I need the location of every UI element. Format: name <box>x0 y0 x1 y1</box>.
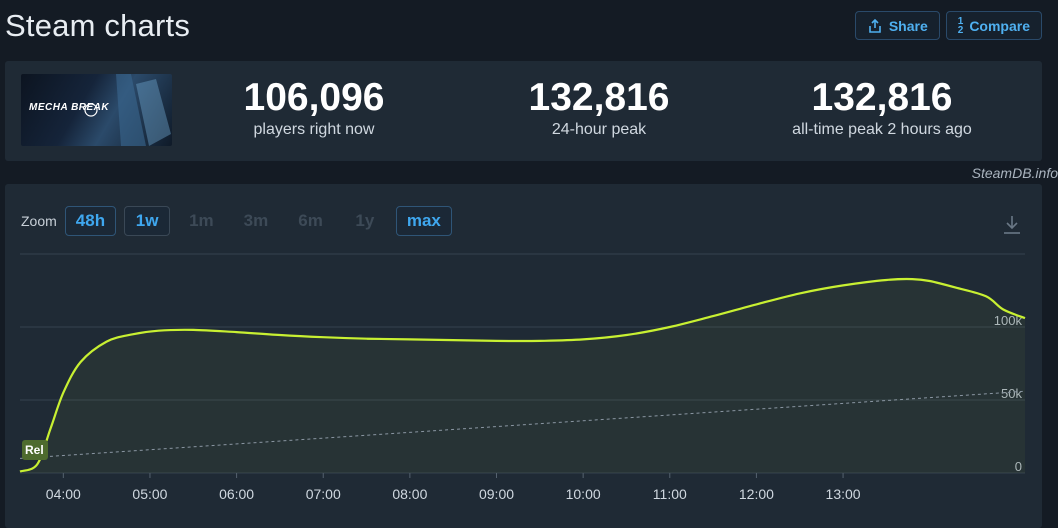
share-button[interactable]: Share <box>854 11 940 40</box>
player-count-chart[interactable]: 0 50k 100k 04:00 05:00 06:00 07:00 08:00 09:00 10… <box>5 184 1042 528</box>
zoom-48h-button[interactable]: 48h <box>64 206 117 236</box>
zoom-1m-button[interactable]: 1m <box>189 211 214 230</box>
series-line-players <box>19 277 1026 473</box>
game-art-image <box>84 74 171 146</box>
release-marker-label: Rel <box>25 443 44 457</box>
y-tick-label: 0 <box>1015 459 1022 474</box>
stat-value: 132,816 <box>528 76 670 119</box>
x-tick-label: 06:00 <box>219 486 254 502</box>
download-icon[interactable] <box>1002 214 1022 241</box>
chart-panel: Zoom 48h 1w 1m 3m 6m 1y max 0 50k 100k 04:0… <box>5 184 1042 528</box>
share-label: Share <box>888 17 928 34</box>
x-tick-label: 04:00 <box>46 486 81 502</box>
stat-current-players: 106,096 players right now <box>204 77 424 139</box>
x-tick-label: 07:00 <box>306 486 341 502</box>
stat-label: players right now <box>253 121 375 138</box>
game-logo: MECHA BREAK <box>29 102 110 113</box>
series-area <box>20 278 1025 473</box>
x-tick-label: 12:00 <box>739 486 774 502</box>
stat-value: 106,096 <box>243 76 385 119</box>
compare-label: Compare <box>969 17 1030 34</box>
x-tick-label: 09:00 <box>479 486 514 502</box>
page-title: Steam charts <box>5 8 191 43</box>
stat-all-time-peak: 132,816 all-time peak 2 hours ago <box>752 77 1012 139</box>
x-tick-label: 11:00 <box>653 486 687 502</box>
game-thumbnail[interactable]: MECHA BREAK <box>21 74 172 146</box>
stat-24h-peak: 132,816 24-hour peak <box>489 77 709 139</box>
stat-label: all-time peak 2 hours ago <box>792 121 972 138</box>
release-marker <box>22 440 48 460</box>
x-tick-label: 10:00 <box>566 486 601 502</box>
y-tick-label: 100k <box>994 313 1023 328</box>
steamdb-credit[interactable]: SteamDB.info <box>971 165 1058 181</box>
x-tick-label: 08:00 <box>392 486 427 502</box>
zoom-max-button[interactable]: max <box>395 206 452 236</box>
x-tick-label: 05:00 <box>132 486 167 502</box>
zoom-label: Zoom <box>21 213 57 229</box>
zoom-1y-button[interactable]: 1y <box>355 211 375 230</box>
zoom-3m-button[interactable]: 3m <box>243 211 269 230</box>
stats-panel: MECHA BREAK 106,096 players right now 13… <box>5 61 1042 161</box>
zoom-1w-button[interactable]: 1w <box>124 206 171 236</box>
stat-label: 24-hour peak <box>551 121 647 138</box>
share-icon <box>867 18 883 34</box>
y-tick-label: 50k <box>1001 386 1022 401</box>
zoom-6m-button[interactable]: 6m <box>298 211 323 230</box>
zoom-bar: Zoom 48h 1w 1m 3m 6m 1y max <box>21 206 460 236</box>
x-tick-label: 13:00 <box>826 486 861 502</box>
stat-value: 132,816 <box>811 76 953 119</box>
